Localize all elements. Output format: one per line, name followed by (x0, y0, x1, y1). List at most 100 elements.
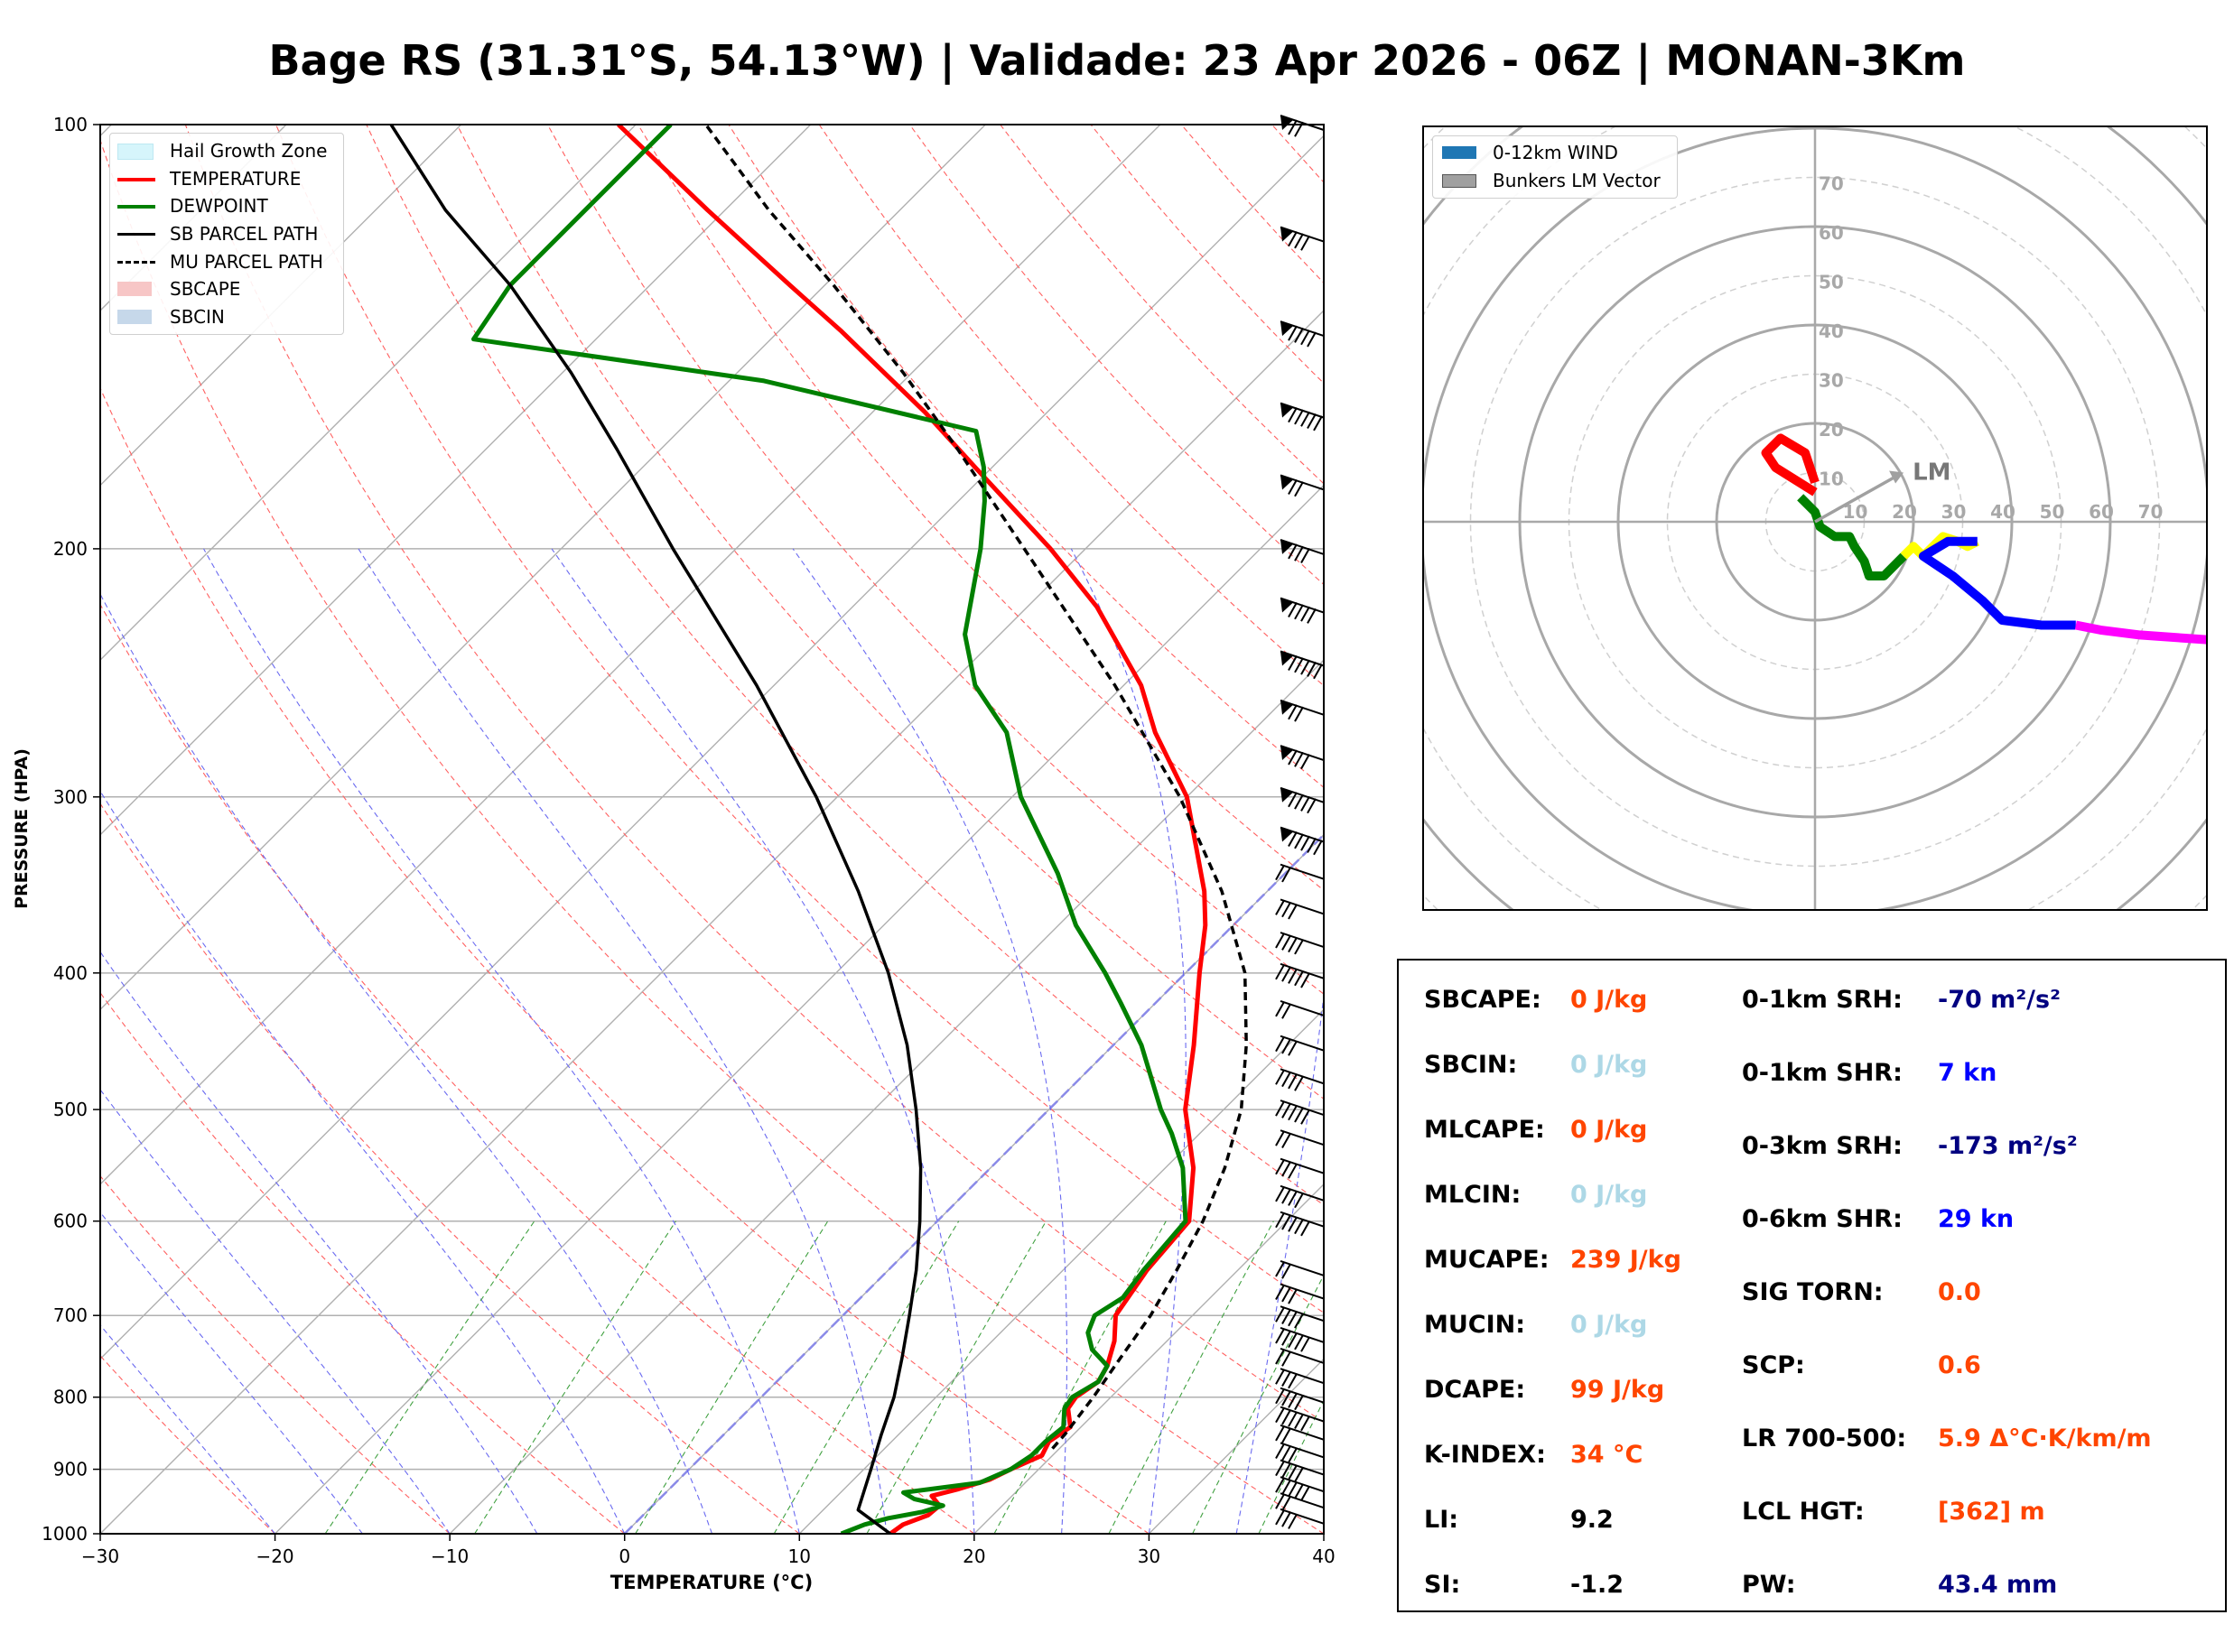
param-value: -70 m²/s² (1938, 986, 2061, 1014)
param-value: -1.2 (1570, 1571, 1624, 1599)
isotherm-line (100, 125, 287, 311)
temperature-line (617, 125, 1208, 1534)
legend-temperature: TEMPERATURE (170, 168, 302, 190)
param-value: -173 m²/s² (1938, 1132, 2078, 1160)
isotherm-line (100, 125, 462, 487)
x-tick-label: 10 (788, 1545, 811, 1567)
wind-barb (1275, 1184, 1325, 1209)
moist-adiabat (100, 1089, 451, 1534)
wind-barb (1275, 1368, 1325, 1389)
moist-adiabat (1235, 992, 1324, 1534)
wind-barb (1275, 1442, 1325, 1463)
wind-barb (1280, 402, 1325, 432)
dry-adiabat (100, 1174, 451, 1534)
wind-barb (1275, 1348, 1325, 1367)
param-label: MUCIN: (1424, 1311, 1526, 1339)
moist-adiabat (100, 1323, 276, 1534)
x-tick-label: −20 (256, 1545, 293, 1567)
x-tick-label: 40 (1312, 1545, 1335, 1567)
param-label: MLCAPE: (1424, 1116, 1545, 1144)
mixing-ratio-line (773, 1220, 960, 1534)
dry-adiabat (184, 125, 1324, 1424)
wind-barb (1280, 650, 1325, 680)
legend-swatch-dewpoint (117, 205, 155, 209)
dry-adiabat (100, 803, 800, 1534)
y-tick-label: 600 (53, 1211, 88, 1232)
wind-barb (1275, 1508, 1325, 1529)
freezing-isotherm (623, 832, 1324, 1534)
legend-sbcin: SBCIN (170, 306, 225, 328)
legend-bunkers-lm-vector: Bunkers LM Vector (1493, 170, 1661, 191)
sb-parcel-path-line (389, 125, 923, 1534)
isotherm-line (449, 659, 1324, 1534)
param-value: 239 J/kg (1570, 1246, 1681, 1274)
wind-barb (1275, 1068, 1325, 1091)
param-label: SIG TORN: (1742, 1278, 1884, 1306)
y-tick-label: 1000 (42, 1523, 88, 1545)
wind-barb (1275, 1476, 1325, 1501)
y-tick-label: 800 (53, 1387, 88, 1408)
wind-barb (1275, 932, 1325, 955)
wind-barb (1280, 226, 1325, 251)
mixing-ratio-line (993, 1220, 1167, 1534)
wind-barb (1275, 1211, 1325, 1237)
moist-adiabat (203, 548, 800, 1534)
x-tick-label: −10 (431, 1545, 469, 1567)
param-value: 43.4 mm (1938, 1571, 2058, 1599)
isotherm-line (100, 125, 1161, 1185)
dry-adiabat (100, 991, 626, 1534)
wind-barb (1275, 1100, 1325, 1125)
isotherm-line (100, 125, 637, 662)
isotherm-line (973, 1183, 1324, 1534)
mixing-ratio-line (1108, 1220, 1274, 1534)
param-label: SBCIN: (1424, 1051, 1518, 1079)
wind-barb (1275, 1305, 1325, 1329)
isotherm-line (100, 125, 986, 1011)
isotherm-line (798, 1008, 1324, 1534)
param-value: 0.6 (1938, 1351, 1981, 1379)
param-label: PW: (1742, 1571, 1796, 1599)
mixing-ratio-line (324, 1220, 535, 1534)
wind-barb (1280, 320, 1325, 348)
wind-barb (1280, 786, 1325, 814)
parameters-panel: SBCAPE: 0 J/kg SBCIN: 0 J/kg MLCAPE: 0 J… (1397, 959, 2227, 1612)
legend-swatch-temperature (117, 178, 155, 181)
legend-swatch-sbcape (117, 282, 152, 296)
moist-adiabat (100, 1211, 363, 1534)
param-label: 0-1km SRH: (1742, 986, 1903, 1014)
param-label: 0-3km SRH: (1742, 1132, 1903, 1160)
hodograph-legend: 0-12km WIND Bunkers LM Vector (1432, 135, 1678, 199)
wind-barb (1275, 1283, 1325, 1304)
param-value: 0 J/kg (1570, 1051, 1648, 1079)
mixing-ratio-line (1192, 1274, 1324, 1534)
legend-mu-parcel-path: MU PARCEL PATH (170, 251, 323, 273)
param-label: MUCAPE: (1424, 1246, 1550, 1274)
param-label: DCAPE: (1424, 1376, 1526, 1404)
param-value: 99 J/kg (1570, 1376, 1665, 1404)
param-label: K-INDEX: (1424, 1441, 1546, 1469)
wind-barb (1280, 597, 1325, 624)
wind-barb (1275, 999, 1325, 1019)
dry-adiabat (100, 138, 1324, 1534)
wind-barb (1275, 1157, 1325, 1179)
param-value: 0 J/kg (1570, 1181, 1648, 1209)
dewpoint-line (471, 125, 1188, 1534)
param-value: 0 J/kg (1570, 1311, 1648, 1339)
wind-barb (1275, 863, 1325, 883)
legend-dewpoint: DEWPOINT (170, 195, 268, 217)
legend-swatch-hail (117, 144, 154, 160)
wind-barb (1280, 826, 1325, 856)
chart-title: Bage RS (31.31°S, 54.13°W) | Validade: 2… (268, 36, 1966, 85)
wind-barb (1280, 474, 1325, 497)
param-label: LI: (1424, 1506, 1459, 1534)
param-label: LR 700-500: (1742, 1425, 1907, 1452)
mixing-ratio-line (635, 1220, 829, 1534)
legend-swatch-mu-parcel (117, 261, 155, 264)
dry-adiabat (275, 125, 1324, 1313)
x-tick-label: 0 (619, 1545, 630, 1567)
y-axis-label: PRESSURE (HPA) (12, 748, 32, 909)
mixing-ratio-line (866, 1220, 1047, 1534)
wind-barb (1275, 1406, 1325, 1432)
isotherm-line (100, 125, 812, 836)
param-label: 0-6km SHR: (1742, 1205, 1903, 1233)
